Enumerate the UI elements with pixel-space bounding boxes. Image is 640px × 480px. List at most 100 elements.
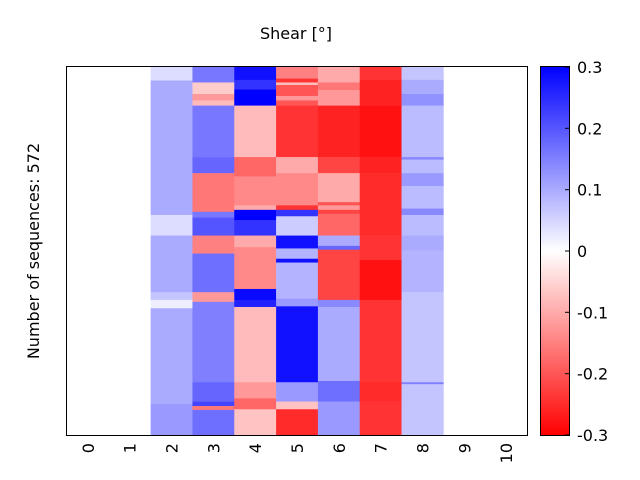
heatmap-cell-col-6-seg-2	[317, 90, 361, 106]
heatmap-cell-col-6-seg-13	[317, 299, 361, 308]
heatmap-cell-col-5-seg-9	[276, 205, 319, 211]
heatmap-cell-col-4-seg-11	[234, 288, 277, 301]
heatmap-cell-col-3-seg-7	[192, 211, 235, 218]
heatmap-cell-col-2-seg-3	[150, 214, 193, 236]
heatmap-cell-col-4-seg-10	[234, 247, 277, 290]
heatmap-cell-col-5-seg-11	[276, 216, 319, 236]
heatmap-cell-col-4-seg-1	[234, 79, 277, 90]
heatmap-cell-col-8-seg-12	[401, 292, 444, 383]
colorbar-ticks: 0.3 0.2 0.1 0 -0.1 -0.2 -0.3	[565, 58, 608, 445]
heatmap-cell-col-4-seg-7	[234, 209, 277, 221]
heatmap-cell-col-2-seg-6	[150, 299, 193, 309]
heatmap-cell-col-6-seg-11	[317, 245, 361, 251]
heatmap-cell-col-7-seg-4	[359, 173, 402, 236]
heatmap-cell-col-8-seg-1	[401, 79, 444, 95]
heatmap-cell-col-8-seg-5	[401, 159, 444, 174]
heatmap-cell-col-8-seg-14	[401, 384, 444, 436]
heatmap-cell-col-4-seg-3	[234, 105, 277, 158]
heatmap-cell-col-2-seg-1	[150, 80, 193, 106]
heatmap-cell-col-6-seg-8	[317, 209, 361, 214]
heatmap-cell-col-5-seg-1	[276, 78, 319, 83]
heatmap-cell-col-6-seg-7	[317, 205, 361, 211]
heatmap-cell-col-7-seg-3	[359, 157, 402, 174]
heatmap-cell-col-8-seg-13	[401, 382, 444, 385]
heatmap-cell-col-2-seg-8	[150, 404, 193, 436]
x-tick-label-3: 3	[204, 443, 223, 453]
heatmap-cell-col-6-seg-12	[317, 249, 361, 301]
heatmap-cell-col-3-seg-14	[192, 401, 235, 407]
heatmap-cell-col-3-seg-8	[192, 217, 235, 236]
x-tick-label-2: 2	[163, 443, 182, 453]
chart-title: Shear [°]	[260, 24, 332, 43]
colorbar-tick-label-0.1: 0.1	[577, 181, 602, 200]
heatmap-cell-col-8-seg-2	[401, 94, 444, 106]
heatmap-cell-col-3-seg-3	[192, 100, 235, 106]
heatmap-cell-col-6-seg-9	[317, 213, 361, 236]
heatmap-cell-col-5-seg-13	[276, 248, 319, 260]
plot-frame	[66, 66, 528, 436]
heatmap-cell-col-4-seg-6	[234, 205, 277, 211]
heatmap-cell-col-3-seg-9	[192, 235, 235, 254]
heatmap-cell-col-2-seg-4	[150, 235, 193, 293]
heatmap-cell-col-5-seg-16	[276, 298, 319, 307]
x-tick-label-10: 10	[497, 443, 516, 463]
heatmap-cell-col-5-seg-2	[276, 82, 319, 86]
heatmap-cell-col-6-seg-5	[317, 173, 361, 203]
heatmap-cell-col-5-seg-8	[276, 173, 319, 206]
heatmap-cell-col-7-seg-6	[359, 260, 402, 301]
heatmap-cell-col-8-seg-4	[401, 157, 444, 160]
heatmap-cell-col-5-seg-0	[276, 67, 319, 79]
heatmap-cell-col-7-seg-7	[359, 299, 402, 383]
heatmap-cell-col-7-seg-9	[359, 401, 402, 436]
heatmap-cell-col-7-seg-5	[359, 235, 402, 261]
heatmap-cell-col-5-seg-14	[276, 258, 319, 263]
heatmap-cell-col-6-seg-6	[317, 202, 361, 206]
heatmap-cell-col-8-seg-3	[401, 105, 444, 158]
heatmap-cell-col-6-seg-14	[317, 306, 361, 382]
heatmap-cell-col-4-seg-0	[234, 67, 277, 81]
heatmap-cell-col-2-seg-0	[150, 67, 193, 81]
heatmap-cell-col-5-seg-10	[276, 209, 319, 217]
heatmap-cell-col-7-seg-2	[359, 105, 402, 158]
heatmap-cell-col-4-seg-14	[234, 382, 277, 399]
colorbar-tick-label--0.1: -0.1	[577, 303, 608, 322]
heatmap-cell-col-5-seg-18	[276, 382, 319, 402]
heatmap-cell-col-5-seg-17	[276, 306, 319, 383]
x-tick-labels: 0 1 2 3 4 5 6 7 8 9 10	[79, 443, 516, 463]
heatmap-cell-col-8-seg-11	[401, 250, 444, 293]
heatmap-cell-col-4-seg-4	[234, 157, 277, 177]
heatmap-cell-col-5-seg-19	[276, 401, 319, 410]
heatmap-cell-col-3-seg-13	[192, 382, 235, 402]
heatmap-cell-col-4-seg-12	[234, 299, 277, 308]
x-tick-label-7: 7	[372, 443, 391, 453]
heatmap-cell-col-4-seg-15	[234, 398, 277, 410]
heatmap-cell-col-4-seg-13	[234, 306, 277, 383]
colorbar-tick-label--0.3: -0.3	[577, 426, 608, 445]
x-tick-label-1: 1	[121, 443, 140, 453]
heatmap-cell-col-4-seg-9	[234, 235, 277, 248]
heatmap-cell-col-4-seg-2	[234, 89, 277, 106]
heatmap-cell-col-3-seg-16	[192, 409, 235, 436]
heatmap-cell-col-6-seg-3	[317, 105, 361, 158]
heatmap-cell-col-6-seg-0	[317, 67, 361, 83]
heatmap-cell-col-3-seg-1	[192, 82, 235, 95]
heatmap-cell-col-8-seg-0	[401, 67, 444, 81]
heatmap-cell-col-3-seg-6	[192, 173, 235, 213]
heatmap-cell-col-3-seg-15	[192, 406, 235, 411]
heatmap-cell-col-6-seg-1	[317, 82, 361, 91]
heatmap-cell-col-5-seg-12	[276, 235, 319, 249]
colorbar-tick-label-0: 0	[577, 242, 587, 261]
heatmap-cells	[150, 67, 444, 436]
heatmap-cell-col-5-seg-20	[276, 409, 319, 436]
heatmap-cell-col-3-seg-2	[192, 94, 235, 101]
colorbar-tick-label-0.2: 0.2	[577, 119, 602, 138]
heatmap-cell-col-7-seg-1	[359, 79, 402, 106]
heatmap-cell-col-3-seg-0	[192, 67, 235, 83]
heatmap-cell-col-2-seg-2	[150, 105, 193, 216]
heatmap-cell-col-7-seg-8	[359, 382, 402, 402]
heatmap-cell-col-4-seg-5	[234, 176, 277, 206]
heatmap-cell-col-8-seg-7	[401, 186, 444, 209]
heatmap-cell-col-3-seg-4	[192, 105, 235, 158]
heatmap-cell-col-3-seg-5	[192, 157, 235, 174]
y-axis-label: Number of sequences: 572	[24, 143, 43, 359]
